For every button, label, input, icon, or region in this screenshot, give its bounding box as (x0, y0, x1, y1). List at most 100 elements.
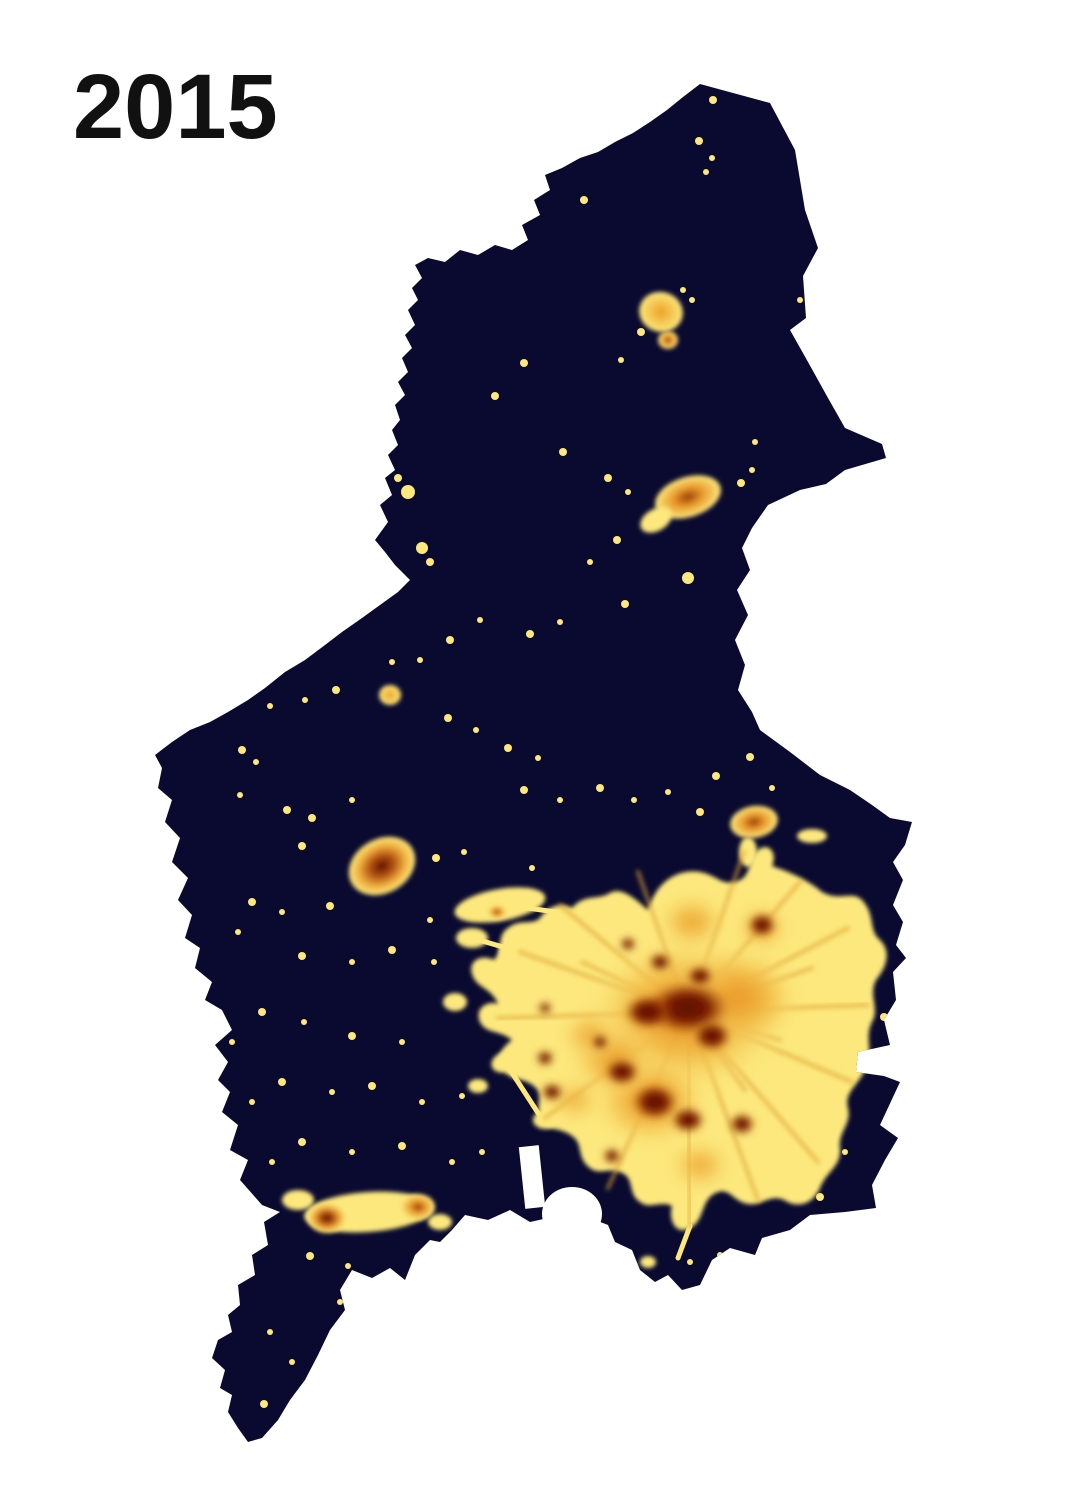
speck (504, 744, 512, 752)
metro-core-glow (729, 1113, 755, 1135)
speck (253, 759, 259, 765)
metro-core-glow (538, 1002, 552, 1014)
metro-string (675, 1223, 693, 1261)
speck (237, 792, 243, 798)
metro-core-glow (671, 1107, 705, 1133)
speck (695, 137, 703, 145)
town-glow (639, 291, 683, 333)
speck (689, 297, 695, 303)
speck (459, 1093, 465, 1099)
speck (348, 1032, 356, 1040)
speck (431, 959, 437, 965)
speck (229, 1039, 235, 1045)
speck (302, 697, 308, 703)
speck (446, 636, 454, 644)
speck (298, 952, 306, 960)
speck (298, 842, 306, 850)
speck (427, 917, 433, 923)
metro-core-glow (693, 1021, 731, 1051)
speck (618, 357, 624, 363)
speck (479, 1149, 485, 1155)
metro-halo-patch (454, 887, 546, 923)
speck (345, 1263, 351, 1269)
speck (596, 784, 604, 792)
speck (604, 474, 612, 482)
heat-layers (229, 96, 888, 1408)
speck (712, 772, 720, 780)
speck (709, 96, 717, 104)
speck (306, 1252, 314, 1260)
speck (520, 359, 528, 367)
speck (368, 1082, 376, 1090)
metro-string (502, 902, 559, 915)
speck (580, 196, 588, 204)
year-label: 2015 (73, 56, 278, 158)
speck (283, 806, 291, 814)
speck (703, 169, 709, 175)
speck (349, 959, 355, 965)
metro-core-glow (592, 1035, 608, 1049)
metro-core-glow-layer (536, 913, 776, 1164)
speck (824, 1143, 832, 1151)
metro-core-glow (605, 1059, 639, 1085)
speck (665, 789, 671, 795)
speck (637, 328, 645, 336)
speck (613, 536, 621, 544)
metro-string (502, 1059, 543, 1119)
speck (419, 1099, 425, 1105)
town-glow (308, 1203, 346, 1233)
metro-mid-glow (672, 1145, 728, 1185)
town-glow (348, 836, 416, 896)
speck (709, 155, 715, 161)
speck (625, 489, 631, 495)
speck (258, 1008, 266, 1016)
metro-mid-glow (660, 898, 724, 946)
speck (308, 814, 316, 822)
speck (432, 854, 440, 862)
speck (398, 1142, 406, 1150)
speck (269, 1159, 275, 1165)
speck (326, 902, 334, 910)
speck (444, 714, 452, 722)
speck (769, 785, 775, 791)
metro-core-glow (620, 937, 636, 951)
speck (477, 617, 483, 623)
speck (816, 1193, 824, 1201)
speck (298, 1138, 306, 1146)
town-glow (730, 805, 778, 839)
speck (349, 797, 355, 803)
town-glow (282, 1190, 314, 1210)
speck (289, 1359, 295, 1365)
speck (687, 1259, 693, 1265)
town-glow (658, 331, 678, 349)
speck (389, 659, 395, 665)
metro-core-glow (687, 966, 713, 986)
speck (279, 909, 285, 915)
speck (399, 1039, 405, 1045)
metro-core-glow (603, 1148, 621, 1164)
speck (260, 1400, 268, 1408)
speck (238, 746, 246, 754)
speck (559, 448, 567, 456)
speck (529, 865, 535, 871)
metro-halo-patch (468, 1079, 488, 1093)
speck (557, 619, 563, 625)
speck (301, 1019, 307, 1025)
speck (839, 899, 845, 905)
metro-core-glow (536, 1050, 554, 1066)
speck (426, 558, 434, 566)
metro-halo-patch (499, 944, 545, 980)
speck (491, 392, 499, 400)
speck (249, 1099, 255, 1105)
speck (329, 1089, 335, 1095)
speck (797, 297, 803, 303)
speck (797, 1165, 803, 1171)
town-glow (428, 1214, 452, 1230)
speck (746, 753, 754, 761)
speck (535, 755, 541, 761)
metro-halo-patch (443, 993, 467, 1011)
town-glow-layer (282, 291, 827, 1233)
speck (526, 630, 534, 638)
speck (680, 287, 686, 293)
